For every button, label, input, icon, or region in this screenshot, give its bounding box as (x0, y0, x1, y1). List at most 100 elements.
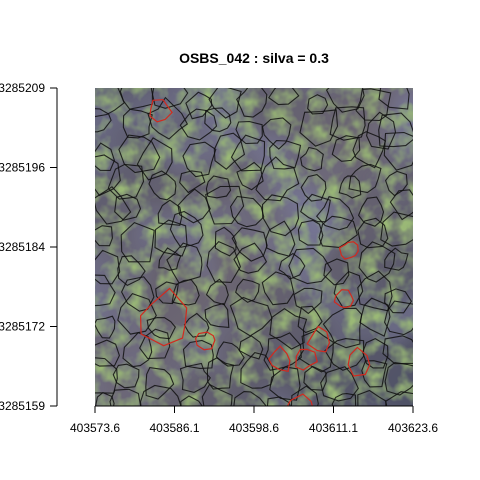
predicted-crown (95, 108, 112, 133)
predicted-crown (230, 134, 266, 172)
predicted-crown (299, 109, 339, 147)
predicted-crown (180, 395, 203, 406)
predicted-crown (233, 242, 268, 274)
predicted-crown (205, 175, 232, 199)
predicted-crown (366, 111, 397, 150)
predicted-crown (236, 161, 264, 191)
predicted-crown (352, 131, 387, 169)
predicted-crown (261, 117, 292, 150)
y-tick-label: 3285209 (0, 81, 45, 95)
predicted-crown (169, 210, 204, 248)
y-tick-label: 3285172 (0, 320, 45, 334)
predicted-crown (324, 338, 365, 371)
reference-crowns (139, 99, 371, 406)
predicted-crown (205, 185, 245, 225)
predicted-crown (378, 112, 413, 148)
predicted-crown (297, 219, 324, 246)
predicted-crown (146, 317, 176, 340)
y-tick-label: 3285159 (0, 399, 45, 413)
predicted-crown (229, 296, 273, 337)
predicted-crown (378, 88, 410, 110)
predicted-crown (357, 270, 393, 312)
predicted-crown (300, 174, 327, 202)
predicted-crown (331, 135, 361, 162)
predicted-crown (383, 131, 413, 171)
predicted-crown (230, 195, 265, 228)
predicted-crown (119, 88, 155, 110)
predicted-crown (95, 186, 132, 225)
predicted-crowns (95, 88, 413, 406)
predicted-crown (117, 255, 146, 287)
predicted-crown (315, 196, 355, 231)
predicted-crown (122, 331, 153, 368)
predicted-crown (177, 188, 211, 224)
predicted-crown (269, 140, 302, 170)
predicted-crown (171, 279, 200, 306)
predicted-crown (320, 366, 359, 402)
predicted-crown (120, 276, 155, 312)
predicted-crown (214, 226, 237, 257)
predicted-crown (231, 227, 268, 262)
predicted-crown (331, 393, 357, 406)
predicted-crown (233, 391, 267, 406)
predicted-crown (329, 106, 366, 141)
predicted-crown (266, 396, 291, 406)
y-axis: 3285209 3285196 3285184 3285172 3285159 (0, 81, 58, 413)
predicted-crown (208, 88, 242, 119)
predicted-crown (361, 360, 388, 388)
predicted-crown (95, 391, 115, 406)
y-tick-label: 3285196 (0, 161, 45, 175)
predicted-crown (265, 220, 296, 257)
predicted-crown (148, 170, 177, 201)
reference-crown (149, 99, 173, 123)
predicted-crown (300, 146, 324, 172)
predicted-crown (117, 292, 157, 335)
predicted-crown (166, 242, 203, 284)
reference-crown (295, 348, 318, 371)
predicted-crown (268, 88, 300, 106)
chart-title: OSBS_042 : silva = 0.3 (179, 50, 329, 66)
predicted-crown (357, 217, 389, 249)
predicted-crown (269, 366, 301, 401)
predicted-crown (150, 88, 189, 109)
predicted-crown (95, 142, 115, 171)
predicted-crown (147, 96, 189, 140)
predicted-crown (357, 389, 387, 406)
predicted-crown (145, 366, 175, 400)
predicted-crown (288, 247, 333, 285)
predicted-crown (384, 247, 409, 271)
predicted-crown (303, 365, 327, 391)
x-tick-label: 403573.6 (70, 421, 120, 435)
predicted-crown (114, 193, 142, 221)
predicted-crown (357, 196, 385, 227)
x-tick-label: 403623.6 (388, 421, 438, 435)
predicted-crown (278, 252, 306, 280)
predicted-crown (206, 240, 242, 283)
predicted-crown (384, 300, 413, 336)
reference-crown (268, 345, 291, 373)
predicted-crown (333, 270, 364, 309)
predicted-crown (183, 312, 210, 338)
predicted-crown (236, 88, 268, 118)
predicted-crown (322, 307, 363, 349)
y-tick-label: 3285184 (0, 240, 45, 254)
predicted-crown (359, 297, 391, 337)
predicted-crown (384, 170, 408, 197)
predicted-crown (382, 335, 413, 365)
x-axis: 403573.6 403586.1 403598.6 403611.1 403623.6 (70, 405, 438, 435)
predicted-crown (179, 108, 218, 141)
predicted-crown (112, 363, 140, 389)
predicted-crown (238, 335, 264, 360)
predicted-crown (358, 241, 396, 283)
reference-crown (333, 289, 355, 309)
predicted-crown (182, 141, 217, 178)
predicted-crown (338, 175, 362, 199)
predicted-crown (380, 211, 413, 247)
predicted-crown (240, 351, 275, 389)
predicted-crown (348, 163, 382, 194)
predicted-crown (179, 170, 206, 194)
predicted-crown (201, 383, 233, 406)
predicted-crown (325, 88, 365, 113)
x-tick-label: 403611.1 (309, 421, 358, 435)
predicted-crown (323, 258, 350, 286)
